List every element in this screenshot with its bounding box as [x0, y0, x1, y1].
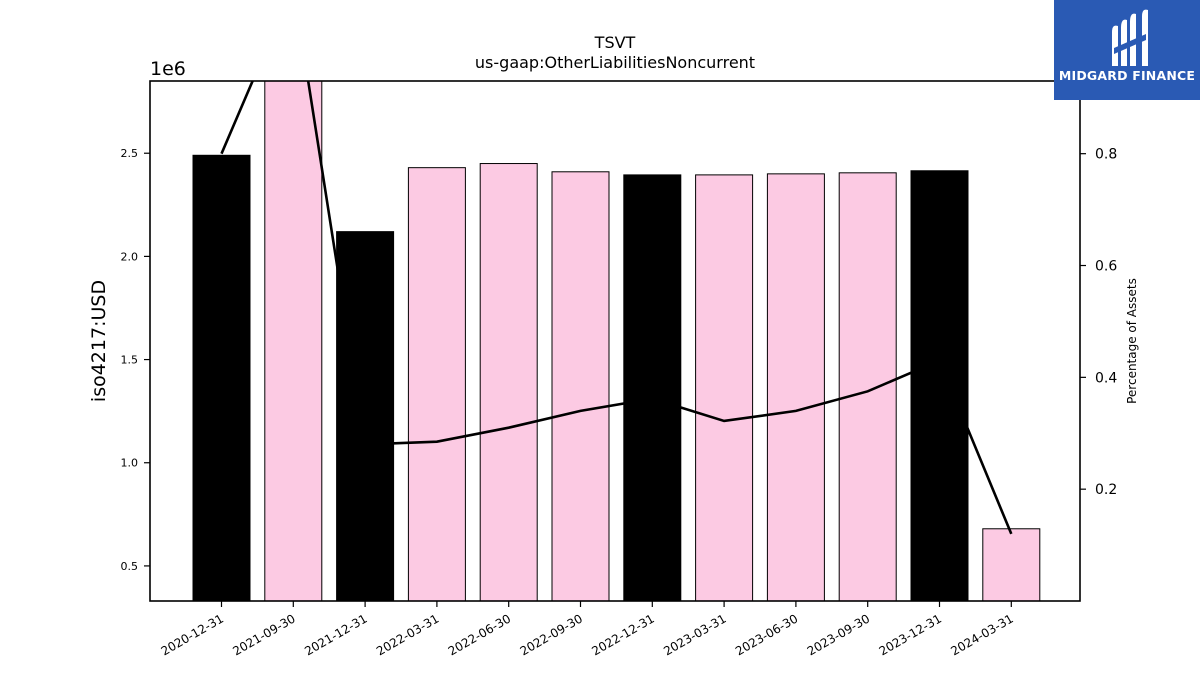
x-tick-label: 2023-03-31	[661, 611, 728, 658]
y-multiplier-label: 1e6	[150, 58, 186, 80]
y-tick-label: 2.5	[121, 147, 139, 160]
x-tick-label: 2022-09-30	[518, 611, 585, 658]
bar-2023-09-30	[838, 172, 897, 601]
x-tick-label: 2023-06-30	[733, 611, 800, 658]
bar-2022-03-31	[407, 167, 466, 601]
x-tick-label: 2022-06-30	[446, 611, 513, 658]
bar-2022-06-30	[479, 163, 538, 601]
bar-series	[192, 81, 1041, 601]
x-tick-label: 2023-09-30	[805, 611, 872, 658]
y2-tick-label: 0.6	[1095, 259, 1117, 275]
bar-2023-12-31	[910, 170, 969, 601]
percentage-line-series	[220, 81, 1013, 535]
y-axis-ticks: 0.5 1.0 1.5 2.0 2.5	[121, 147, 150, 573]
bar-2021-09-30	[264, 81, 323, 601]
bar-2022-12-31	[623, 174, 682, 601]
y2-tick-label: 0.2	[1095, 482, 1117, 498]
y2-tick-label: 0.8	[1095, 147, 1117, 163]
bar-2024-03-31	[982, 528, 1041, 601]
midgard-logo-mark-icon	[1112, 9, 1148, 67]
x-tick-label: 2021-09-30	[230, 611, 297, 658]
y-tick-label: 1.0	[121, 457, 139, 470]
x-tick-label: 2020-12-31	[159, 611, 226, 658]
y2-tick-label: 0.4	[1095, 370, 1117, 386]
bar-2020-12-31	[192, 154, 251, 601]
x-tick-label: 2022-12-31	[589, 611, 656, 658]
y-tick-label: 2.0	[121, 250, 139, 263]
midgard-finance-logo: MIDGARD FINANCE	[1054, 0, 1200, 100]
x-tick-label: 2024-03-31	[948, 611, 1015, 658]
y-tick-label: 0.5	[121, 560, 139, 573]
y2-axis-label: Percentage of Assets	[1125, 278, 1139, 404]
y2-axis-ticks: 0.2 0.4 0.6 0.8	[1080, 147, 1117, 498]
x-tick-label: 2023-12-31	[877, 611, 944, 658]
bar-2023-03-31	[695, 174, 754, 601]
chart-subtitle: us-gaap:OtherLiabilitiesNoncurrent	[475, 53, 755, 72]
chart-title: TSVT	[594, 33, 636, 52]
bar-2021-12-31	[336, 231, 395, 601]
y-tick-label: 1.5	[121, 354, 139, 367]
x-axis-ticks: 2020-12-31 2021-09-30 2021-12-31 2022-03-31…	[159, 601, 1016, 658]
bar-2023-06-30	[766, 173, 825, 601]
logo-text: MIDGARD FINANCE	[1058, 68, 1196, 83]
plot-frame	[149, 80, 1081, 602]
y-axis-label: iso4217:USD	[88, 280, 110, 402]
bar-2022-09-30	[551, 171, 610, 601]
x-tick-label: 2021-12-31	[302, 611, 369, 658]
x-tick-label: 2022-03-31	[374, 611, 441, 658]
percentage-line	[220, 81, 1013, 535]
